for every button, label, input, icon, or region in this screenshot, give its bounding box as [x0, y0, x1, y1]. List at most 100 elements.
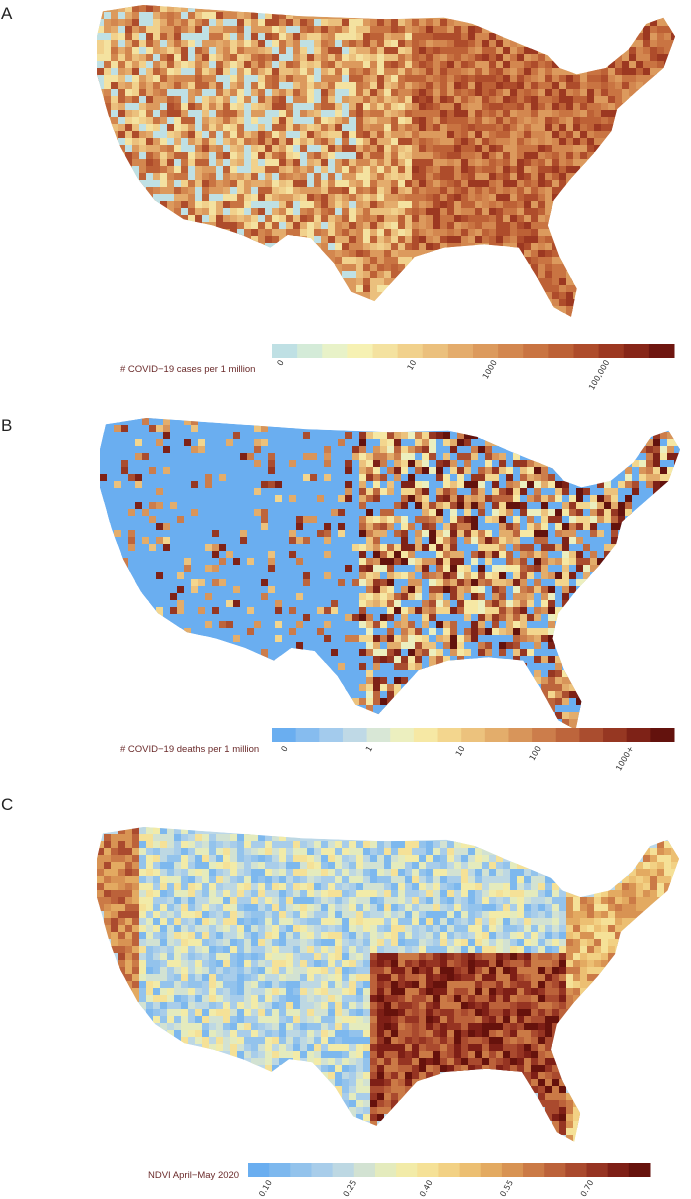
county-tile	[426, 75, 433, 82]
county-tile	[447, 82, 454, 89]
county-tile	[293, 40, 300, 47]
county-tile	[370, 264, 377, 271]
county-tile	[223, 103, 230, 110]
county-tile	[377, 215, 384, 222]
county-tile	[457, 572, 464, 579]
county-tile	[149, 516, 156, 523]
county-tile	[384, 187, 391, 194]
county-tile	[321, 236, 328, 243]
county-tile	[534, 523, 541, 530]
county-tile	[436, 586, 443, 593]
county-tile	[394, 502, 401, 509]
county-tile	[485, 600, 492, 607]
county-tile	[279, 869, 286, 876]
county-tile	[636, 40, 643, 47]
county-tile	[594, 145, 601, 152]
county-tile	[223, 215, 230, 222]
legend-swatch	[413, 728, 439, 742]
county-tile	[279, 19, 286, 26]
county-tile	[454, 194, 461, 201]
county-tile	[552, 257, 566, 264]
county-tile	[335, 117, 342, 124]
county-tile	[265, 876, 272, 883]
county-tile	[258, 187, 265, 194]
county-tile	[209, 40, 216, 47]
county-tile	[485, 509, 492, 516]
legend-swatch	[342, 728, 368, 742]
county-tile	[142, 432, 149, 439]
county-tile	[233, 488, 240, 495]
legend-swatch	[626, 728, 651, 742]
county-tile	[114, 509, 121, 516]
legend-swatch	[484, 728, 509, 742]
county-tile	[387, 537, 394, 544]
county-tile	[524, 110, 531, 117]
county-tile	[636, 33, 643, 40]
county-tile	[160, 848, 167, 855]
county-tile	[359, 537, 366, 544]
county-tile	[167, 855, 174, 862]
county-tile	[247, 572, 254, 579]
county-tile	[181, 40, 188, 47]
county-tile	[419, 848, 426, 855]
county-tile	[576, 551, 583, 558]
legend-swatch	[397, 344, 424, 358]
county-tile	[531, 229, 538, 236]
county-tile	[202, 187, 209, 194]
county-tile	[104, 68, 111, 75]
county-tile	[555, 656, 569, 663]
county-tile	[576, 579, 590, 586]
county-tile	[188, 855, 195, 862]
county-tile	[247, 607, 254, 614]
county-tile	[356, 278, 363, 285]
county-tile	[233, 579, 240, 586]
county-tile	[492, 488, 499, 495]
county-tile	[202, 173, 209, 180]
county-tile	[436, 565, 443, 572]
county-tile	[335, 869, 342, 876]
county-tile	[310, 551, 317, 558]
county-tile	[387, 649, 394, 656]
county-tile	[104, 834, 111, 841]
county-tile	[499, 474, 506, 481]
county-tile	[566, 306, 580, 317]
county-tile	[268, 460, 275, 467]
county-tile	[559, 271, 566, 278]
county-tile	[604, 537, 611, 544]
county-tile	[475, 236, 482, 243]
county-tile	[559, 292, 566, 299]
county-tile	[405, 229, 412, 236]
county-tile	[153, 89, 160, 96]
county-tile	[202, 33, 209, 40]
county-tile	[149, 495, 156, 502]
county-tile	[216, 194, 223, 201]
county-tile	[433, 876, 440, 883]
county-tile	[436, 635, 443, 642]
legend-swatch	[295, 728, 320, 742]
county-tile	[240, 565, 247, 572]
county-tile	[443, 523, 450, 530]
county-tile	[247, 523, 254, 530]
county-tile	[450, 558, 457, 565]
county-tile	[394, 460, 401, 467]
county-tile	[328, 194, 335, 201]
county-tile	[167, 180, 174, 187]
county-tile	[559, 89, 566, 96]
county-tile	[464, 579, 471, 586]
county-tile	[300, 61, 307, 68]
county-tile	[464, 509, 471, 516]
county-tile	[114, 537, 121, 544]
county-tile	[184, 467, 191, 474]
county-tile	[258, 215, 265, 222]
county-tile	[258, 131, 265, 138]
county-tile	[216, 848, 223, 855]
county-tile	[503, 862, 510, 869]
county-tile	[125, 75, 132, 82]
county-tile	[576, 558, 583, 565]
county-tile	[422, 663, 429, 670]
county-tile	[293, 82, 300, 89]
map-fill-group	[97, 5, 675, 317]
county-tile	[363, 229, 370, 236]
county-tile	[611, 530, 618, 537]
county-tile	[503, 236, 510, 243]
